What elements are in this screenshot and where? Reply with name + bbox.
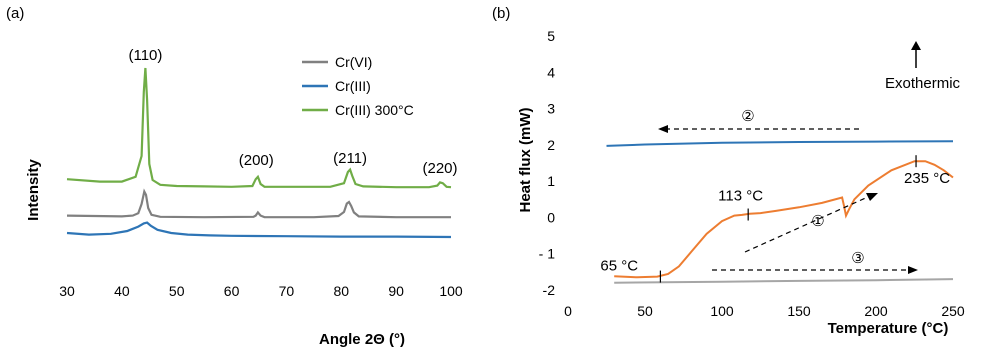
- exothermic-label: Exothermic: [885, 75, 961, 92]
- y-tick-label: 0: [547, 209, 555, 225]
- x-tick-label: 200: [864, 303, 888, 319]
- dsc-series-line-1: [614, 160, 954, 279]
- x-tick-label: 250: [941, 303, 965, 319]
- peak-label: (220): [423, 160, 458, 177]
- temperature-label: 235 °C: [904, 170, 950, 187]
- y-tick-label: 2: [547, 137, 555, 153]
- panel-b-series: [606, 140, 954, 284]
- x-tick-label: 30: [59, 283, 75, 299]
- x-tick-label: 150: [787, 303, 811, 319]
- step-3-label: ③: [851, 250, 864, 267]
- step-1-label: ①: [811, 213, 824, 230]
- x-tick-label: 90: [388, 283, 404, 299]
- step-1-arrow: [744, 193, 878, 253]
- panel-b-annotations: 65 °C 113 °C 235 °C: [600, 155, 950, 283]
- x-tick-label: 70: [279, 283, 295, 299]
- y-tick-label: 3: [547, 101, 555, 117]
- panel-a: (a) Intensity Angle 2Θ (°) 30 40 50 60 70 80 9…: [6, 5, 463, 348]
- x-tick-label: 60: [224, 283, 240, 299]
- temperature-label: 113 °C: [718, 188, 763, 205]
- x-tick-label: 50: [169, 283, 185, 299]
- panel-a-x-ticks: 30 40 50 60 70 80 90 100: [59, 283, 463, 299]
- legend-label-cr6: Cr(VI): [335, 54, 372, 70]
- panel-b-y-ticks: 5 4 3 2 1 0 - 1 -2: [539, 28, 556, 298]
- series-line-1: [66, 221, 452, 239]
- exothermic-arrowhead-icon: [911, 41, 921, 50]
- peak-label: (110): [128, 47, 162, 64]
- panel-a-legend: Cr(VI) Cr(III) Cr(III) 300°C: [302, 54, 414, 118]
- panel-a-series: [66, 67, 452, 239]
- temperature-label: 65 °C: [600, 258, 638, 275]
- panel-a-ylabel: Intensity: [25, 159, 42, 221]
- series-line-0: [66, 188, 451, 219]
- panel-a-xlabel: Angle 2Θ (°): [319, 331, 405, 348]
- y-tick-label: 5: [547, 28, 555, 44]
- step-3-arrow: [712, 266, 918, 274]
- step-2-arrow: [658, 125, 860, 133]
- y-tick-label: -2: [543, 282, 556, 298]
- peak-label: (211): [333, 150, 367, 167]
- step-2-label: ②: [741, 108, 754, 125]
- peak-label: (200): [239, 152, 274, 169]
- dsc-series-line-0: [606, 140, 954, 147]
- x-tick-label: 40: [114, 283, 130, 299]
- series-line-2: [66, 67, 452, 189]
- panel-b-ylabel: Heat flux (mW): [517, 107, 534, 212]
- x-tick-label: 50: [637, 303, 653, 319]
- dsc-series-line-2: [614, 278, 954, 284]
- panel-b: (b) Heat flux (mW) Temperature (°C) 0 50 1…: [492, 5, 965, 337]
- panel-b-label: (b): [492, 5, 510, 22]
- y-tick-label: 1: [547, 173, 555, 189]
- legend-label-cr3: Cr(III): [335, 78, 371, 94]
- x-tick-label: 0: [564, 303, 572, 319]
- panel-b-xlabel: Temperature (°C): [828, 320, 949, 337]
- panel-a-label: (a): [6, 5, 24, 22]
- legend-label-cr3-300: Cr(III) 300°C: [335, 102, 414, 118]
- y-tick-label: - 1: [539, 246, 556, 262]
- x-tick-label: 100: [710, 303, 734, 319]
- y-tick-label: 4: [547, 64, 555, 80]
- panel-a-peak-labels: (110) (200) (211) (220): [128, 47, 457, 177]
- x-tick-label: 80: [333, 283, 349, 299]
- x-tick-label: 100: [439, 283, 463, 299]
- panel-b-x-ticks: 0 50 100 150 200 250: [564, 303, 965, 319]
